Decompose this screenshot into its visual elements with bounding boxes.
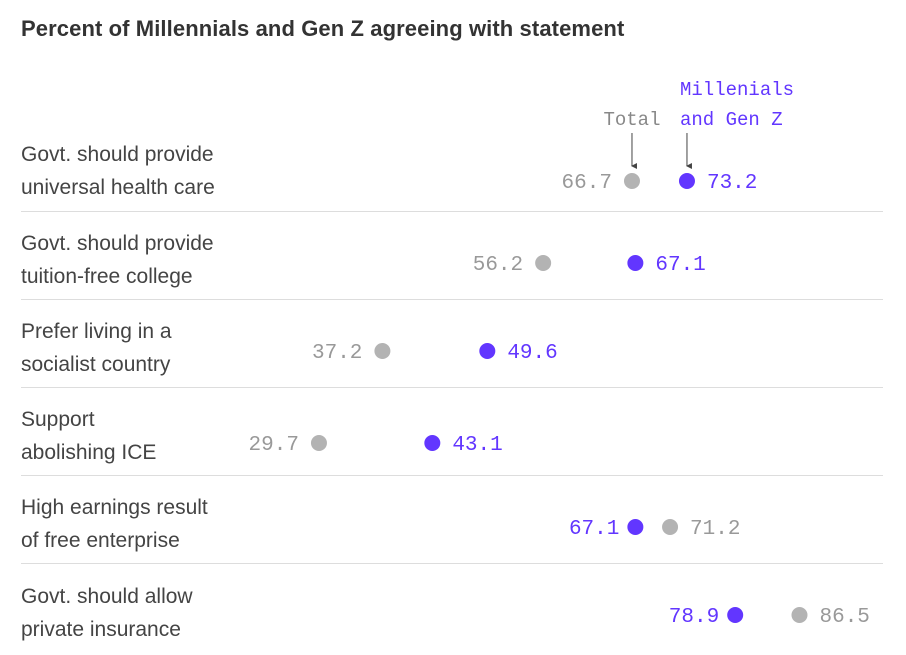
row-divider bbox=[21, 475, 883, 476]
row-label: abolishing ICE bbox=[21, 441, 157, 464]
total-dot bbox=[310, 435, 327, 451]
legend-total-label: Total bbox=[603, 109, 660, 131]
total-value-label: 86.5 bbox=[819, 606, 869, 629]
gen-dot bbox=[479, 343, 496, 359]
total-value-label: 56.2 bbox=[473, 254, 523, 277]
row-divider bbox=[21, 387, 883, 388]
gen-value-label: 67.1 bbox=[569, 518, 619, 541]
row-label: Prefer living in a bbox=[21, 320, 172, 343]
total-dot bbox=[535, 255, 552, 271]
gen-value-label: 67.1 bbox=[655, 254, 705, 277]
gen-value-label: 73.2 bbox=[707, 172, 757, 195]
row-divider bbox=[21, 299, 883, 300]
legend-gen-label: Millenials bbox=[680, 79, 794, 101]
row-divider bbox=[21, 211, 883, 212]
row-label: universal health care bbox=[21, 176, 215, 199]
row-label: Support bbox=[21, 408, 95, 431]
total-dot bbox=[623, 173, 640, 189]
total-dot bbox=[662, 519, 679, 535]
total-value-label: 71.2 bbox=[690, 518, 740, 541]
gen-dot bbox=[627, 255, 644, 271]
gen-dot bbox=[424, 435, 441, 451]
total-dot bbox=[374, 343, 391, 359]
gen-value-label: 49.6 bbox=[507, 342, 557, 365]
gen-value-label: 43.1 bbox=[452, 434, 502, 457]
row-label: of free enterprise bbox=[21, 529, 180, 552]
row-label: Govt. should allow bbox=[21, 585, 193, 608]
gen-dot bbox=[627, 519, 644, 535]
gen-value-label: 78.9 bbox=[669, 606, 719, 629]
row-label: Govt. should provide bbox=[21, 232, 214, 255]
row-label: Govt. should provide bbox=[21, 143, 214, 166]
total-value-label: 29.7 bbox=[249, 434, 299, 457]
total-dot bbox=[791, 607, 808, 623]
gen-dot bbox=[727, 607, 744, 623]
gen-dot bbox=[678, 173, 695, 189]
legend-gen-label: and Gen Z bbox=[680, 109, 783, 131]
row-label: socialist country bbox=[21, 353, 171, 376]
total-value-label: 66.7 bbox=[562, 172, 612, 195]
row-label: High earnings result bbox=[21, 496, 208, 519]
total-value-label: 37.2 bbox=[312, 342, 362, 365]
row-label: tuition-free college bbox=[21, 265, 193, 288]
chart-title: Percent of Millennials and Gen Z agreein… bbox=[21, 16, 625, 41]
row-label: private insurance bbox=[21, 618, 181, 641]
row-divider bbox=[21, 563, 883, 564]
